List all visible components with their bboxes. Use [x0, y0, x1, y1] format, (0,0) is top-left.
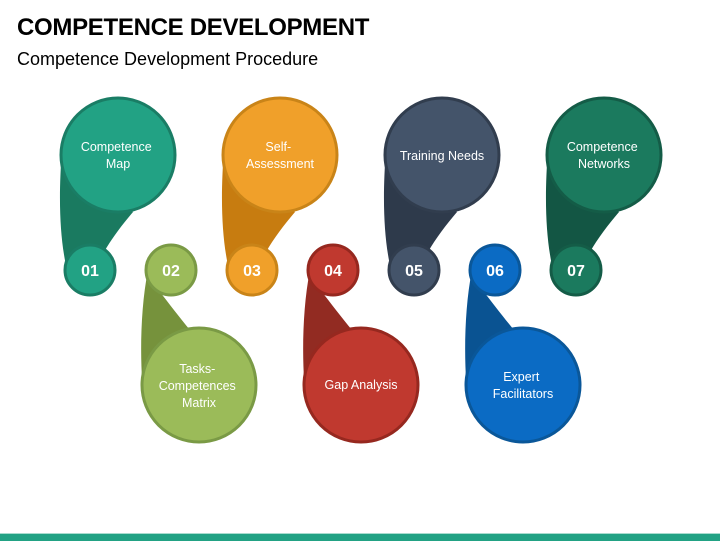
step-06-number-circle [468, 243, 522, 297]
step-02-label-line-2: Competences [159, 379, 236, 393]
step-05: Training Needs 05 [383, 96, 501, 297]
step-05-number: 05 [405, 263, 423, 280]
footer-accent-bar [0, 533, 720, 541]
step-07-big-circle [545, 96, 663, 214]
step-07-label-line-2: Networks [578, 157, 630, 171]
step-01-number: 01 [81, 263, 99, 280]
step-01-label-line-2: Map [106, 157, 130, 171]
step-06-label-line-1: Expert [503, 370, 540, 384]
step-04-number-circle [306, 243, 360, 297]
svg-text:Competence Networks: Competence Networks [567, 140, 641, 171]
step-01-big-circle [59, 96, 177, 214]
step-03-big-circle [221, 96, 339, 214]
svg-text:Gap Analysis: Gap Analysis [325, 378, 398, 392]
page-title: COMPETENCE DEVELOPMENT [17, 14, 370, 41]
step-07-number-circle [549, 243, 603, 297]
step-01-label-line-1: Competence [81, 140, 152, 154]
step-03-label-line-2: Assessment [246, 157, 315, 171]
step-06: Expert Facilitators 06 [464, 243, 582, 444]
svg-text:Expert Facilitators: Expert Facilitators [493, 370, 553, 401]
step-05-number-circle [387, 243, 441, 297]
svg-text:Self- Assessment: Self- Assessment [246, 140, 315, 171]
step-03-number: 03 [243, 263, 261, 280]
step-04-number: 04 [324, 263, 342, 280]
step-02: Tasks- Competences Matrix 02 [140, 243, 258, 444]
step-02-number-circle [144, 243, 198, 297]
step-04: Gap Analysis 04 [302, 243, 420, 444]
step-04-label-line-1: Gap Analysis [325, 378, 398, 392]
step-05-label-line-1: Training Needs [400, 149, 484, 163]
step-01: Competence Map 01 [59, 96, 177, 297]
step-02-number: 02 [162, 263, 180, 280]
svg-text:Competence Map: Competence Map [81, 140, 155, 171]
step-05-big-circle [383, 96, 501, 214]
step-07: Competence Networks 07 [545, 96, 663, 297]
step-02-label-line-3: Matrix [182, 396, 217, 410]
step-02-label-line-1: Tasks- [179, 362, 215, 376]
step-02-big-circle [140, 326, 258, 444]
svg-text:Tasks- Competences: Tasks- Competences Matrix [159, 362, 240, 410]
step-06-label-line-2: Facilitators [493, 387, 553, 401]
page-subtitle: Competence Development Procedure [17, 49, 319, 69]
step-07-number: 07 [567, 263, 585, 280]
step-03-label-line-1: Self- [265, 140, 291, 154]
step-01-number-circle [63, 243, 117, 297]
step-03: Self- Assessment 03 [221, 96, 339, 297]
step-04-big-circle [302, 326, 420, 444]
step-06-big-circle [464, 326, 582, 444]
step-07-label-line-1: Competence [567, 140, 638, 154]
step-03-number-circle [225, 243, 279, 297]
step-06-number: 06 [486, 263, 504, 280]
svg-text:Training Needs: Training Needs [400, 149, 484, 163]
